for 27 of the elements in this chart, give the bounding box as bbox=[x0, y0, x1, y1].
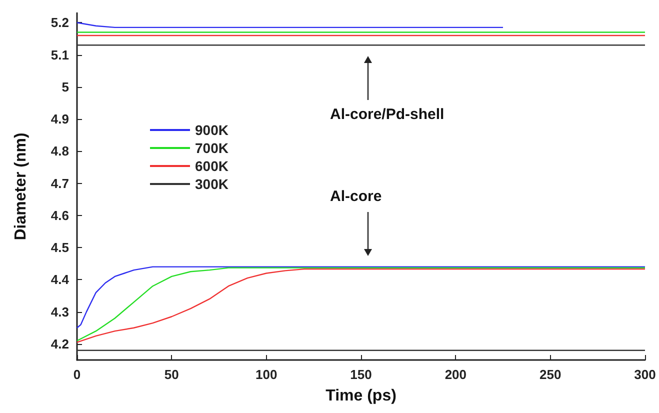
legend-label: 900K bbox=[195, 122, 228, 138]
y-tick-label: 4.5 bbox=[50, 240, 69, 256]
y-tick-label: 4.7 bbox=[50, 176, 69, 191]
y-tick-label: 4.9 bbox=[50, 112, 69, 127]
y-tick-label: 4.6 bbox=[50, 208, 69, 223]
x-tick-label: 150 bbox=[350, 367, 372, 382]
y-tick-label: 4.2 bbox=[50, 336, 69, 352]
annotation: Al-core bbox=[330, 188, 382, 205]
legend-label: 300K bbox=[195, 176, 228, 192]
x-tick-label: 100 bbox=[255, 367, 278, 382]
annotation: Al-core/Pd-shell bbox=[330, 106, 444, 123]
legend-label: 700K bbox=[195, 140, 228, 156]
y-tick-label: 4.4 bbox=[50, 272, 70, 288]
x-tick-label: 250 bbox=[539, 367, 562, 382]
y-tick-label: 5.1 bbox=[50, 47, 69, 62]
x-tick-label: 0 bbox=[73, 367, 81, 382]
y-tick-label: 4.8 bbox=[50, 144, 69, 159]
line-series bbox=[76, 266, 646, 328]
y-tick-label: 5.2 bbox=[50, 15, 69, 30]
y-tick-label: 5 bbox=[62, 79, 69, 94]
y-tick-label: 4.3 bbox=[50, 304, 69, 320]
legend-label: 600K bbox=[195, 158, 228, 174]
x-axis-title: Time (ps) bbox=[326, 388, 396, 404]
y-axis-title: Diameter (nm) bbox=[12, 132, 30, 240]
x-tick-label: 300 bbox=[634, 367, 656, 382]
x-tick-label: 50 bbox=[164, 367, 179, 382]
x-tick-label: 200 bbox=[444, 367, 467, 382]
